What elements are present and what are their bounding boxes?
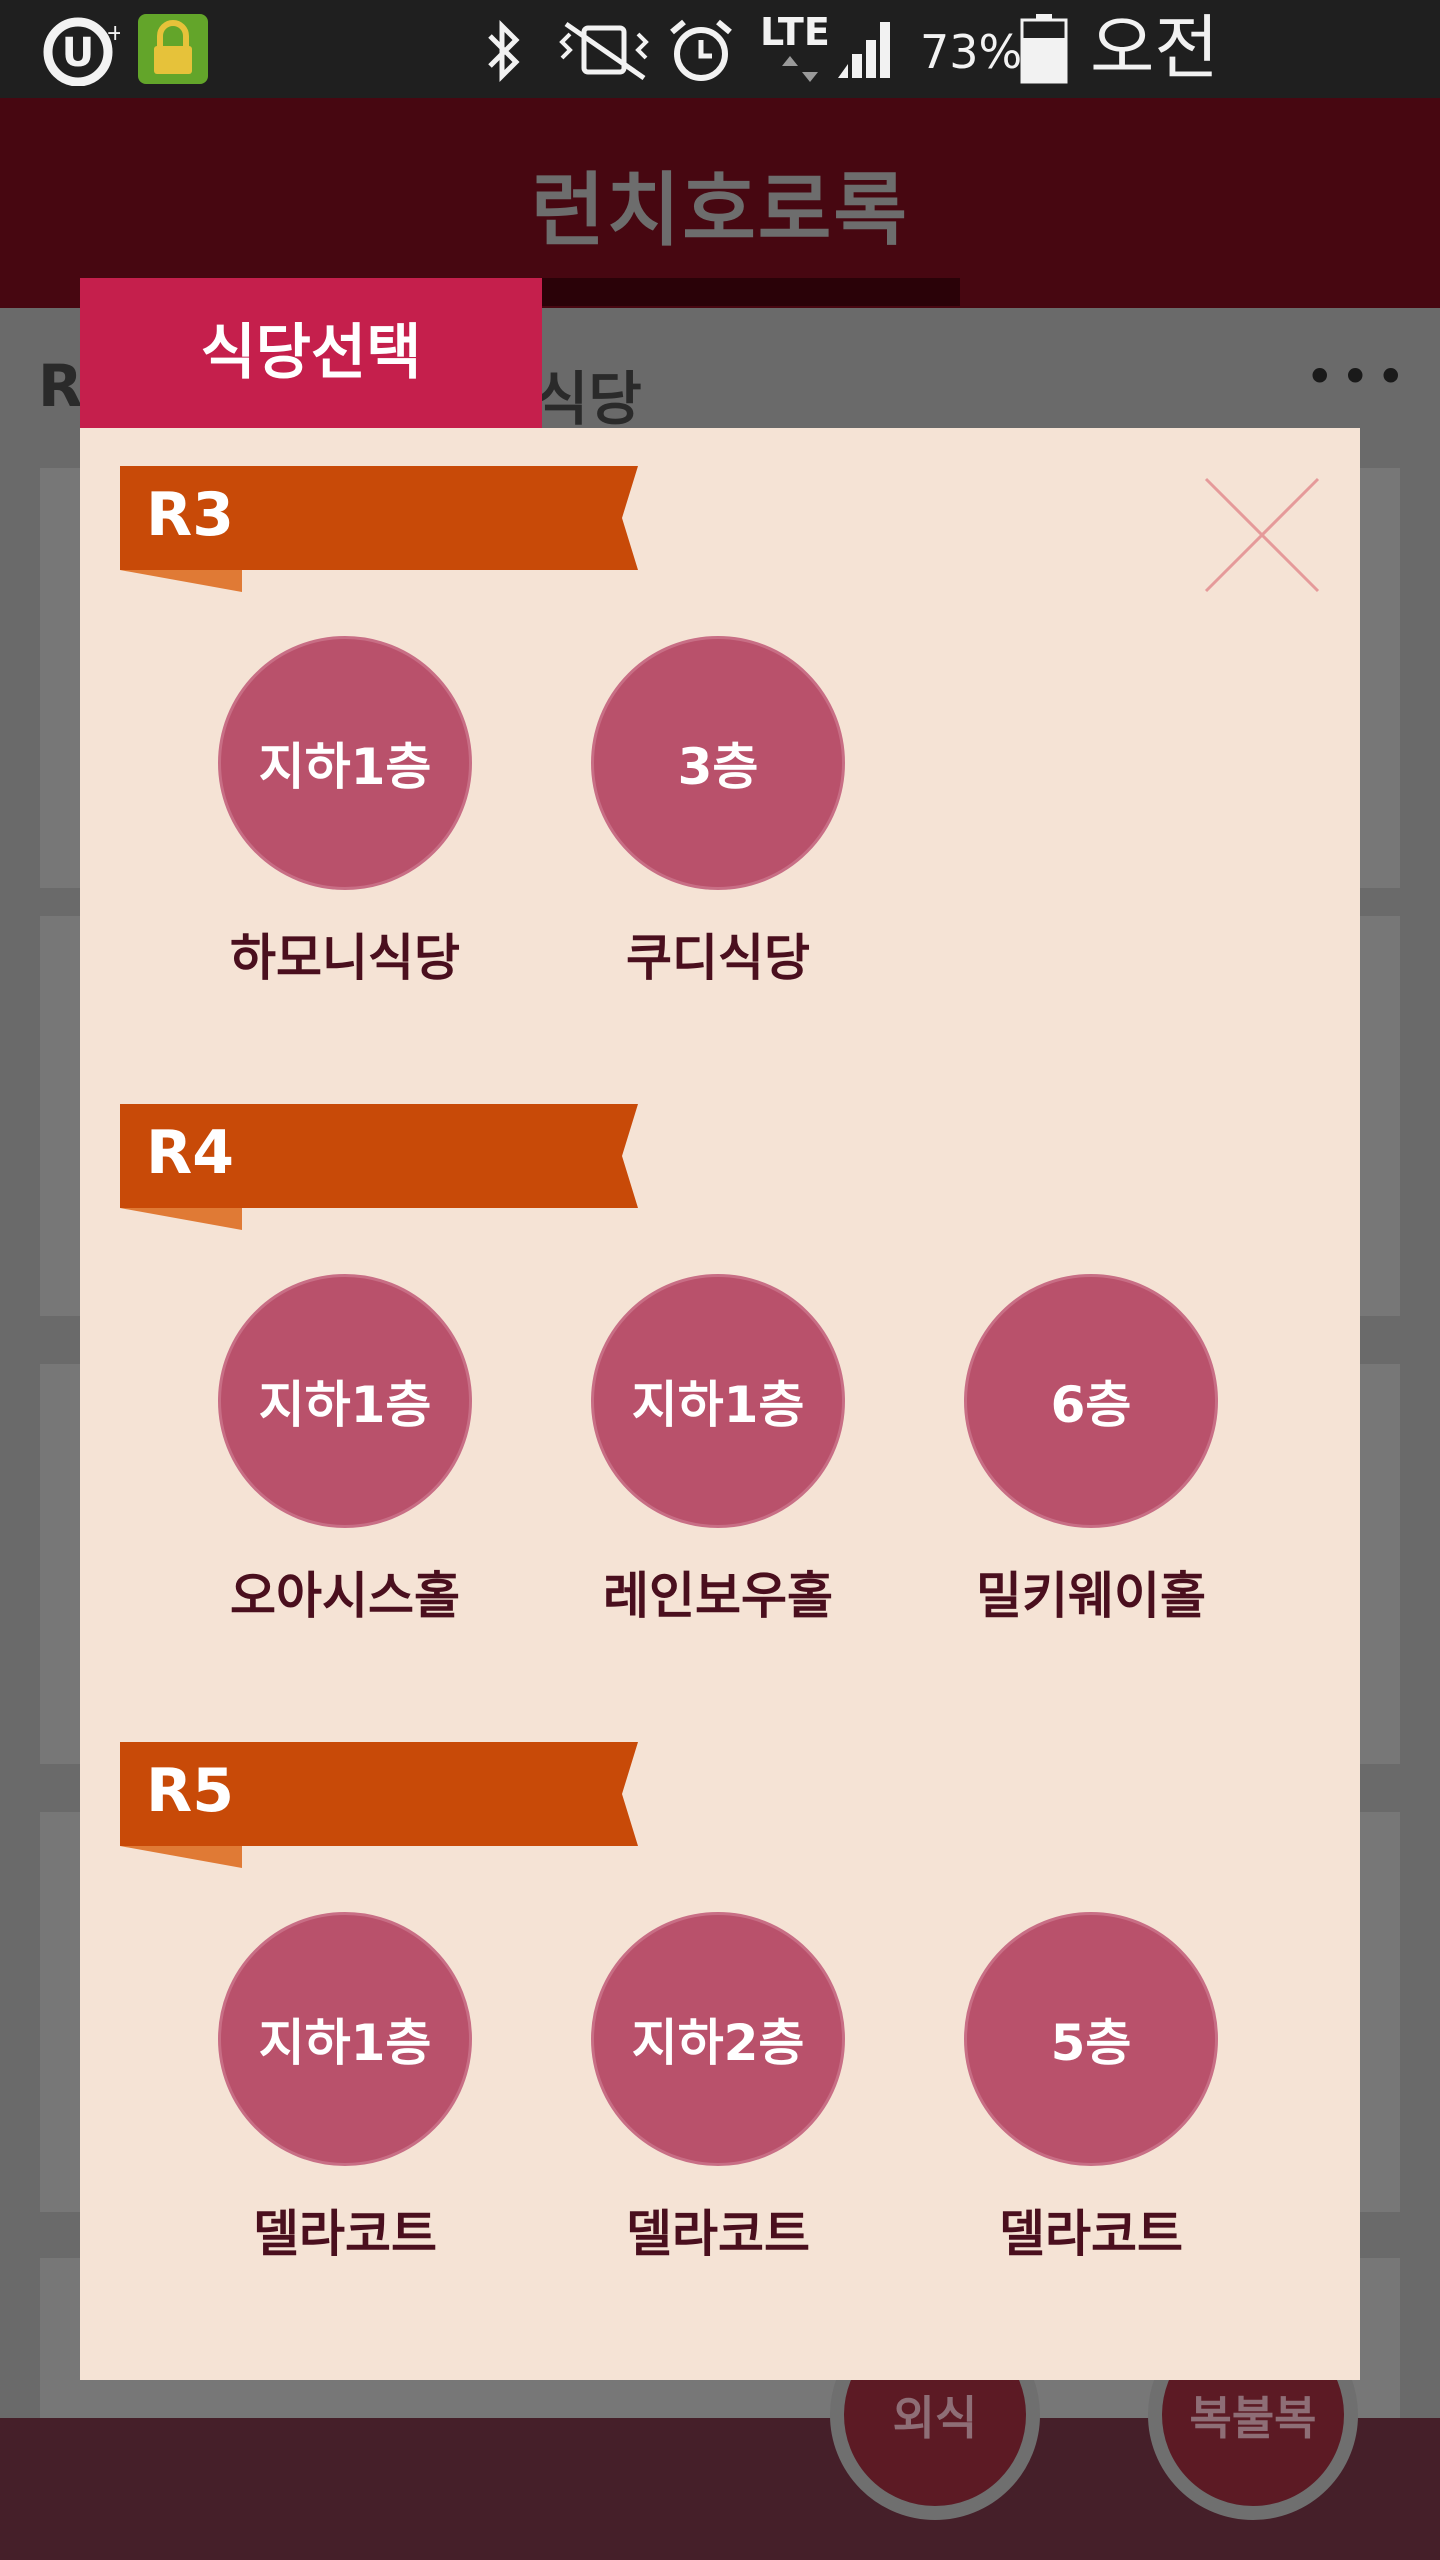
restaurant-button-harmony[interactable]: 지하1층 xyxy=(218,636,472,890)
modal-tab-label: 식당선택 xyxy=(200,318,422,388)
signal-bars-icon xyxy=(838,22,890,78)
restaurant-button-oasis[interactable]: 지하1층 xyxy=(218,1274,472,1528)
restaurant-button-rainbow[interactable]: 지하1층 xyxy=(591,1274,845,1528)
close-icon[interactable] xyxy=(1200,473,1324,597)
tab-indicator-stripe xyxy=(542,278,960,306)
more-options-icon: ••• xyxy=(1305,348,1412,406)
background-tab-label: R xyxy=(38,352,83,420)
section-ribbon-r3: R3 xyxy=(120,466,640,601)
section-label: R3 xyxy=(146,480,234,550)
app-title: 런치호로록 xyxy=(531,164,909,257)
padlock-icon xyxy=(138,14,208,84)
vibrate-off-icon xyxy=(559,21,649,80)
ribbon-shape xyxy=(120,1104,638,1230)
restaurant-name: 델라코트 xyxy=(626,2205,810,2263)
app-header: 런치호로록 xyxy=(0,98,1440,308)
restaurant-button-milkyway[interactable]: 6층 xyxy=(964,1274,1218,1528)
restaurant-button-dellacourt-b2[interactable]: 지하2층 xyxy=(591,1912,845,2166)
restaurant-name: 델라코트 xyxy=(999,2205,1183,2263)
ribbon-shape xyxy=(120,1742,638,1868)
bluetooth-icon xyxy=(488,19,520,83)
status-bar: U + LTE 73% 오전 11:04 xyxy=(0,0,1440,173)
restaurant-name: 오아시스홀 xyxy=(230,1567,460,1625)
modal-tab-restaurant-select[interactable]: 식당선택 xyxy=(80,278,542,428)
section-ribbon-r4: R4 xyxy=(120,1104,640,1239)
restaurant-name: 하모니식당 xyxy=(230,929,460,987)
restaurant-button-dellacourt-b1[interactable]: 지하1층 xyxy=(218,1912,472,2166)
restaurant-select-dialog: R3 지하1층 하모니식당 3층 쿠디식당 R4 지하1층 오아시스홀 지하1층… xyxy=(80,428,1360,2380)
section-label: R5 xyxy=(146,1756,234,1826)
restaurant-name: 쿠디식당 xyxy=(626,929,810,987)
svg-text:U: U xyxy=(62,30,94,76)
restaurant-button-kudi[interactable]: 3층 xyxy=(591,636,845,890)
battery-icon xyxy=(1020,14,1068,84)
restaurant-name: 델라코트 xyxy=(253,2205,437,2263)
u-plus-logo-icon: U + xyxy=(43,17,120,86)
ribbon-shape xyxy=(120,466,638,592)
battery-percent: 73% xyxy=(920,25,1023,79)
background-restaurant-label: 식당 xyxy=(535,365,642,433)
network-type: LTE xyxy=(760,10,830,54)
data-arrows-icon xyxy=(782,56,818,82)
restaurant-name: 레인보우홀 xyxy=(603,1567,833,1625)
svg-text:+: + xyxy=(106,21,120,46)
section-label: R4 xyxy=(146,1118,234,1188)
alarm-clock-icon xyxy=(670,19,732,81)
restaurant-button-dellacourt-5f[interactable]: 5층 xyxy=(964,1912,1218,2166)
restaurant-name: 밀키웨이홀 xyxy=(976,1567,1206,1625)
section-ribbon-r5: R5 xyxy=(120,1742,640,1877)
